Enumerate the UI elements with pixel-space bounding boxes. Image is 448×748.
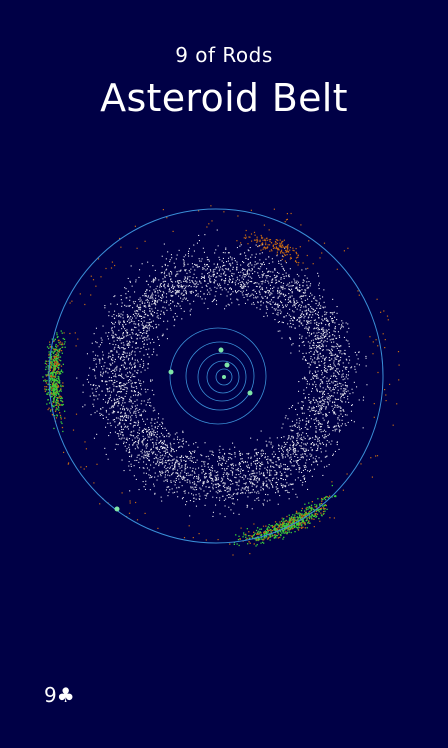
planet-marker — [219, 348, 224, 353]
planet-marker — [169, 370, 174, 375]
sun-marker — [222, 375, 226, 379]
card-corner-index: 9♣ — [44, 683, 75, 707]
asteroid-scatter — [42, 205, 399, 555]
jupiter-marker — [115, 507, 120, 512]
planet-marker — [225, 363, 230, 368]
planets — [115, 348, 253, 512]
planet-marker — [248, 391, 253, 396]
